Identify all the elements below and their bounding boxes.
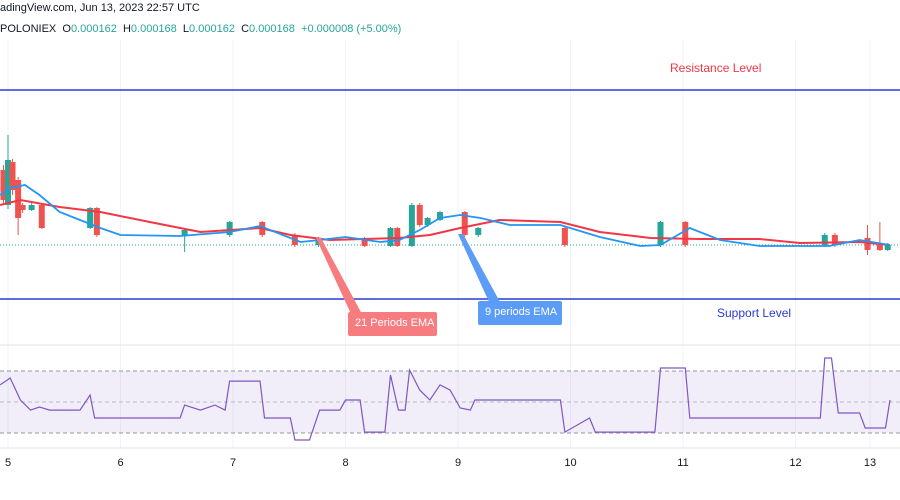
close-value: 0.000168 [249,23,295,35]
candle-up [424,218,431,225]
x-tick-label: 13 [864,457,876,469]
x-tick-label: 6 [117,457,123,469]
candle-up [5,160,11,205]
ohlc-legend: POLONIEX O0.000162 H0.000168 L0.000162 C… [0,23,401,35]
x-tick-label: 10 [564,457,576,469]
resistance-label: Resistance Level [670,61,762,75]
x-tick-label: 9 [455,457,461,469]
candle-down [93,208,100,235]
candle-up [387,228,394,246]
ema9-line [0,184,891,247]
candle-down [19,205,26,210]
candle-down [38,205,45,228]
candle-up [181,230,188,235]
candle-up [87,208,94,228]
candle-down [0,170,7,200]
low-value: 0.000162 [189,23,235,35]
candle-down [864,238,871,250]
support-label: Support Level [717,306,792,320]
candle-up [821,235,828,245]
candle-down [361,238,368,246]
change-value: +0.000008 (+5.00%) [301,23,402,35]
candle-down [15,180,22,218]
candle-down [9,162,16,190]
source-line: adingView.com, Jun 13, 2023 22:57 UTC [0,2,200,14]
low-label: L [182,23,190,35]
candle-up [884,245,891,250]
candle-up [408,205,415,246]
x-tick-label: 11 [677,457,688,469]
candle-down [394,228,401,246]
close-label: C [241,23,250,35]
candle-up [475,228,482,235]
candle-down [876,245,883,250]
open-value: 0.000162 [70,23,117,35]
candle-up [437,212,443,220]
ema21-callout-text: 21 Periods EMA [355,317,435,329]
exchange-name: POLONIEX [0,23,57,35]
x-tick-label: 8 [342,457,348,469]
candle-up [226,222,233,235]
ema9-callout [478,301,562,325]
candle-down [416,205,423,225]
high-label: H [122,23,131,35]
high-value: 0.000168 [130,23,177,35]
candle-down [561,228,568,245]
x-tick-label: 7 [230,457,236,469]
candle-up [28,205,35,210]
ema21-callout [348,312,437,336]
open-label: O [62,23,71,35]
x-tick-label: 5 [5,457,11,469]
ema9-callout-pointer [458,234,500,304]
candle-up [657,222,664,245]
rsi-line [0,357,891,441]
ema9-callout-text: 9 periods EMA [485,306,558,318]
candle-down [461,212,468,235]
candle-down [682,222,689,245]
x-tick-label: 12 [789,457,801,469]
ema21-line [0,198,891,246]
candle-down [831,235,838,245]
ema21-callout-pointer [316,238,362,316]
